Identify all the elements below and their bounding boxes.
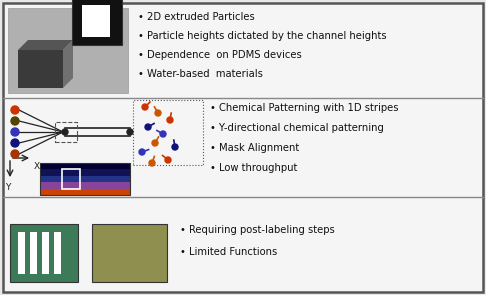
Text: • Water-based  materials: • Water-based materials: [138, 69, 263, 79]
Bar: [40, 189, 130, 195]
Bar: [82, 5, 110, 37]
Bar: [40, 163, 130, 169]
Circle shape: [152, 140, 158, 146]
Bar: [54, 232, 61, 274]
Text: • Limited Functions: • Limited Functions: [180, 247, 277, 257]
Circle shape: [149, 160, 155, 166]
Bar: [92, 224, 167, 282]
Bar: [133, 100, 203, 165]
Bar: [18, 232, 25, 274]
Circle shape: [160, 131, 166, 137]
Circle shape: [167, 117, 173, 123]
Circle shape: [165, 157, 171, 163]
Text: Y: Y: [5, 183, 11, 192]
Circle shape: [139, 149, 145, 155]
Circle shape: [172, 144, 178, 150]
Text: • Mask Alignment: • Mask Alignment: [210, 143, 299, 153]
Bar: [72, 0, 122, 45]
Bar: [30, 232, 37, 274]
Text: • 2D extruded Particles: • 2D extruded Particles: [138, 12, 255, 22]
Bar: [42, 232, 49, 274]
Bar: [40, 163, 130, 195]
Text: • Particle heights dictated by the channel heights: • Particle heights dictated by the chann…: [138, 31, 387, 41]
Circle shape: [155, 110, 161, 116]
Circle shape: [11, 106, 19, 114]
FancyBboxPatch shape: [3, 3, 483, 292]
Bar: [40, 169, 130, 176]
Bar: [55, 122, 77, 142]
Bar: [10, 224, 78, 282]
Circle shape: [11, 150, 19, 158]
Circle shape: [62, 129, 68, 135]
Text: • Dependence  on PDMS devices: • Dependence on PDMS devices: [138, 50, 302, 60]
Circle shape: [142, 104, 148, 110]
Text: • Chemical Patterning with 1D stripes: • Chemical Patterning with 1D stripes: [210, 103, 399, 113]
Text: • Y-directional chemical patterning: • Y-directional chemical patterning: [210, 123, 384, 133]
Text: • Requiring post-labeling steps: • Requiring post-labeling steps: [180, 225, 335, 235]
Bar: [40, 182, 130, 189]
Bar: [8, 8, 128, 93]
Bar: [40, 176, 130, 182]
Circle shape: [11, 139, 19, 147]
Polygon shape: [18, 50, 63, 88]
Polygon shape: [63, 40, 73, 88]
Circle shape: [127, 129, 133, 135]
Bar: [62, 169, 80, 189]
Text: • Low throughput: • Low throughput: [210, 163, 297, 173]
Circle shape: [145, 124, 151, 130]
Circle shape: [11, 117, 19, 125]
Text: X: X: [34, 162, 40, 171]
Circle shape: [11, 128, 19, 136]
Polygon shape: [18, 40, 73, 50]
